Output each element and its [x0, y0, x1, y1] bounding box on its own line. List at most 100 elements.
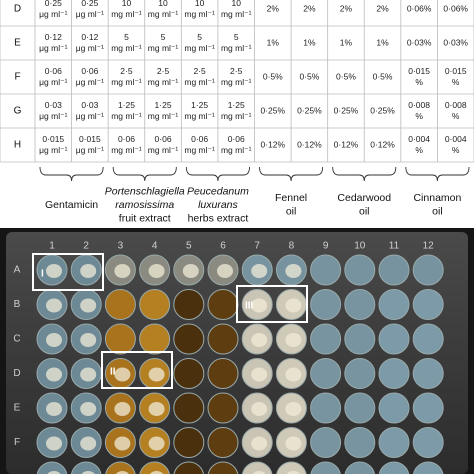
table-cell: 2% [376, 3, 389, 13]
table-cell: 0·25 [81, 0, 98, 8]
table-cell: 0·5% [373, 71, 393, 81]
table-cell: 0·015 [79, 134, 101, 144]
table-cell: % [415, 145, 423, 155]
well [310, 254, 342, 286]
table-cell: 0·06 [45, 66, 62, 76]
brace [332, 166, 397, 182]
table-cell: 2% [267, 3, 280, 13]
table-cell: 2% [340, 3, 353, 13]
table-cell: 0·03 [45, 100, 62, 110]
table-cell: mg ml⁻¹ [184, 43, 215, 53]
column-number: 9 [323, 241, 329, 252]
well [310, 392, 342, 424]
table-cell: μg ml⁻¹ [39, 145, 67, 155]
well [207, 323, 239, 355]
well [378, 323, 410, 355]
table-cell: 1% [376, 37, 389, 47]
brace [39, 166, 104, 182]
well [344, 427, 376, 458]
well [378, 392, 410, 424]
table-cell: mg ml⁻¹ [184, 145, 215, 155]
table-cell: 0·25% [261, 105, 286, 115]
well-sediment [46, 298, 62, 313]
table-cell: mg ml⁻¹ [184, 111, 215, 121]
group-label: Gentamicin [45, 199, 98, 211]
well-sediment [251, 436, 268, 451]
well-sediment [80, 436, 97, 451]
table-cell: 0·25% [297, 105, 322, 115]
table-cell: 1·25 [191, 100, 208, 110]
column-number: 3 [118, 241, 124, 252]
well [105, 461, 136, 474]
well [378, 461, 410, 474]
table-cell: mg ml⁻¹ [111, 9, 142, 19]
well [70, 461, 102, 474]
table-cell: 0·12% [370, 139, 395, 149]
brace [405, 166, 470, 182]
table-cell: mg ml⁻¹ [148, 43, 179, 53]
table-cell: 10 [231, 0, 241, 8]
table-cell: mg ml⁻¹ [111, 111, 142, 121]
table-cell: 0·06 [228, 134, 245, 144]
table-cell: 2·5 [230, 66, 243, 76]
table-cell: % [452, 77, 460, 87]
column-number: 6 [220, 241, 226, 252]
table-cell: 1% [267, 37, 280, 47]
brace [185, 166, 250, 182]
table-cell: mg ml⁻¹ [221, 145, 252, 155]
row-label: E [14, 38, 21, 49]
brace [259, 166, 324, 182]
well-sediment [285, 367, 302, 382]
table-cell: 0·5% [299, 71, 319, 81]
well [412, 323, 444, 355]
well [344, 289, 376, 320]
well-sediment [150, 471, 164, 474]
well [207, 461, 239, 474]
table-cell: 5 [124, 32, 129, 42]
well-sediment [80, 298, 97, 313]
table-cell: mg ml⁻¹ [148, 77, 179, 87]
row-letter: F [14, 437, 20, 448]
table-cell: μg ml⁻¹ [39, 77, 67, 87]
table-cell: μg ml⁻¹ [39, 9, 67, 19]
table-cell: 1% [340, 37, 353, 47]
table-cell: 0·06 [191, 134, 208, 144]
well-sediment [46, 402, 62, 416]
table-cell: mg ml⁻¹ [111, 43, 142, 53]
well [173, 461, 205, 474]
table-cell: 0·015 [408, 66, 430, 76]
well [173, 392, 205, 424]
well-sediment [80, 367, 97, 382]
well-sediment [148, 436, 165, 451]
table-cell: 0·008 [445, 100, 467, 110]
table-cell: mg ml⁻¹ [111, 145, 142, 155]
table-cell: 0·06 [118, 134, 135, 144]
table-cell: μg ml⁻¹ [76, 111, 104, 121]
table-cell: 5 [161, 32, 166, 42]
well [310, 323, 342, 355]
well-sediment [114, 264, 131, 278]
table-cell: mg ml⁻¹ [221, 77, 252, 87]
table-cell: mg ml⁻¹ [148, 111, 179, 121]
well-sediment [285, 333, 302, 347]
well [344, 254, 376, 286]
table-cell: mg ml⁻¹ [111, 77, 142, 87]
well-sediment [148, 402, 165, 416]
well-sediment [182, 264, 199, 278]
well [344, 461, 376, 474]
well-sediment [46, 264, 62, 278]
well-sediment [46, 436, 62, 451]
table-cell: 2·5 [193, 66, 206, 76]
well [173, 358, 205, 389]
table-cell: 0·25% [334, 105, 359, 115]
well [207, 427, 239, 458]
well [412, 461, 444, 474]
table-cell: 0·06 [81, 66, 98, 76]
brace [112, 166, 177, 182]
row-letter: A [14, 265, 21, 276]
table-cell: mg ml⁻¹ [221, 9, 252, 19]
well [412, 254, 444, 286]
well [139, 461, 170, 474]
table-cell: 0·03 [81, 100, 98, 110]
table-cell: mg ml⁻¹ [184, 9, 215, 19]
